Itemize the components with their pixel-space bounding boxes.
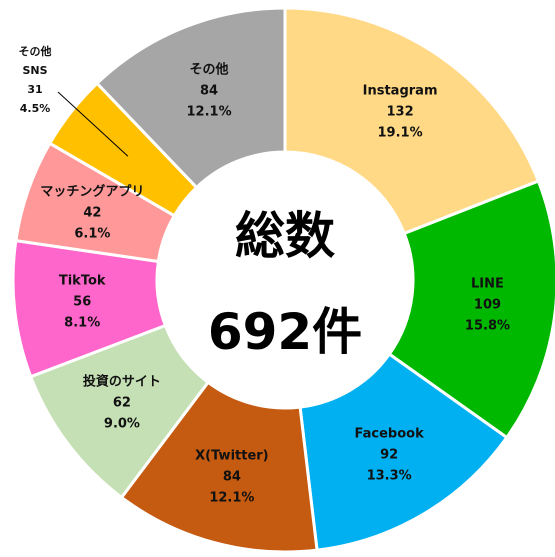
slice	[298, 352, 509, 552]
slice-label: Facebook 92 13.3%	[355, 424, 424, 487]
value-label: 31	[27, 83, 43, 96]
value-label: 92	[380, 447, 399, 463]
category-label: X(Twitter)	[195, 448, 269, 464]
category-label: その他 SNS	[18, 45, 52, 77]
slice	[283, 6, 541, 236]
center-total: 692件	[207, 303, 363, 361]
slice-label: Instagram 132 19.1%	[363, 80, 438, 143]
category-label: 投資のサイト	[82, 374, 161, 390]
slice-label: TikTok 56 8.1%	[59, 271, 106, 334]
percent-label: 12.1%	[186, 104, 232, 120]
category-label: Facebook	[354, 426, 424, 442]
leader-line	[57, 91, 129, 157]
slice	[94, 6, 287, 190]
category-label: その他	[189, 62, 229, 78]
category-label: TikTok	[58, 273, 106, 289]
value-label: 84	[222, 469, 241, 485]
slice-label: LINE 109 15.8%	[465, 273, 510, 336]
percent-label: 4.5%	[19, 102, 51, 115]
category-label: LINE	[471, 276, 504, 292]
center-title: 総数	[235, 207, 335, 265]
slice	[387, 179, 555, 440]
value-label: 109	[473, 297, 502, 313]
percent-label: 13.3%	[366, 468, 412, 484]
percent-label: 6.1%	[74, 226, 111, 242]
value-label: 56	[73, 294, 92, 310]
slice-label: マッチングアプリ 42 6.1%	[40, 181, 144, 244]
percent-label: 8.1%	[64, 315, 101, 331]
percent-label: 12.1%	[209, 490, 255, 506]
slice-label: その他 SNS 31 4.5%	[19, 42, 52, 118]
slice	[119, 380, 319, 554]
value-label: 132	[386, 104, 414, 120]
slice-label: その他 84 12.1%	[187, 59, 232, 122]
category-label: マッチングアプリ	[40, 184, 145, 200]
percent-label: 19.1%	[377, 125, 423, 141]
value-label: 62	[112, 395, 131, 411]
slice-label: 投資のサイト 62 9.0%	[83, 371, 161, 434]
value-label: 42	[83, 205, 102, 221]
slice-label: X(Twitter) 84 12.1%	[195, 445, 268, 508]
category-label: Instagram	[362, 83, 438, 99]
percent-label: 9.0%	[103, 416, 140, 432]
value-label: 84	[200, 83, 219, 99]
percent-label: 15.8%	[464, 318, 511, 334]
